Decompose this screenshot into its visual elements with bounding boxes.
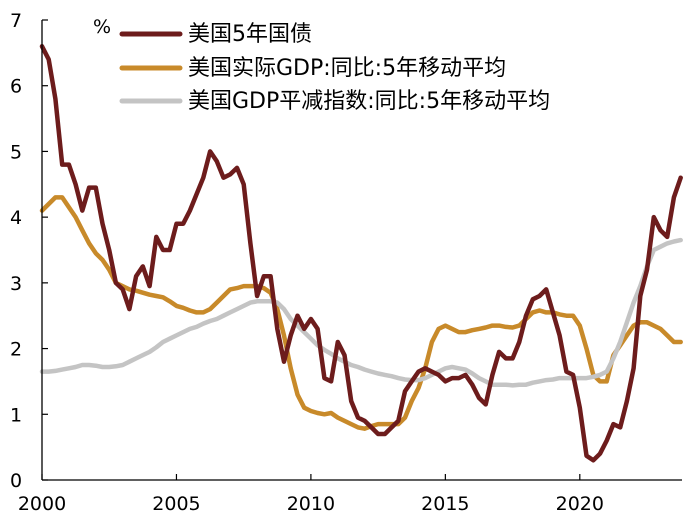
x-tick-label: 2000: [18, 493, 66, 515]
legend: 美国5年国债美国实际GDP:同比:5年移动平均美国GDP平减指数:同比:5年移动…: [119, 22, 550, 114]
x-tick-label: 2010: [287, 493, 335, 515]
y-tick-label: 2: [10, 339, 22, 361]
series-lines: [39, 44, 683, 463]
x-tick-label: 2020: [556, 493, 604, 515]
legend-label: 美国实际GDP:同比:5年移动平均: [188, 56, 506, 81]
y-axis-ticks: 0 1 2 3 4 5 6 7: [10, 10, 48, 492]
legend-label: 美国5年国债: [188, 22, 312, 47]
y-tick-label: 4: [10, 207, 22, 229]
gdp-deflator-line: [39, 237, 683, 388]
y-unit-label: %: [93, 16, 111, 38]
y-tick-label: 1: [10, 404, 22, 426]
y-tick-label: 7: [10, 10, 22, 32]
x-tick-label: 2005: [152, 493, 200, 515]
real-gdp-line: [39, 195, 683, 431]
y-tick-label: 3: [10, 273, 22, 295]
treasury-5y-line: [39, 44, 683, 463]
y-tick-label: 5: [10, 141, 22, 163]
y-tick-label: 0: [10, 470, 22, 492]
x-tick-label: 2015: [421, 493, 469, 515]
legend-label: 美国GDP平减指数:同比:5年移动平均: [188, 89, 550, 114]
y-tick-label: 6: [10, 76, 22, 98]
x-axis-ticks: 2000 2005 2010 2015 2020: [18, 474, 604, 515]
